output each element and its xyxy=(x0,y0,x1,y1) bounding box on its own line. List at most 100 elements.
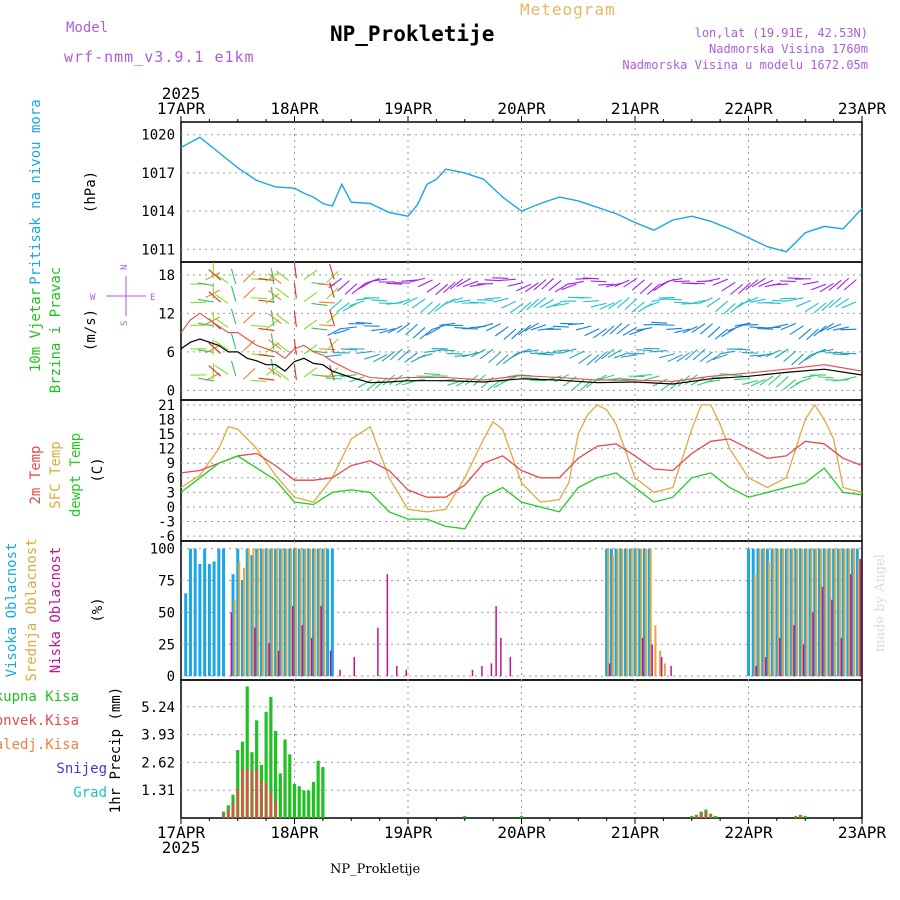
x-tick-top: 22APR xyxy=(724,99,773,118)
wind-barb xyxy=(462,351,479,358)
wind-barb xyxy=(311,302,328,306)
wind-barb xyxy=(387,325,403,334)
wind-barb xyxy=(486,323,501,332)
cloud-bar-1 xyxy=(295,548,297,677)
cloud-bar-1 xyxy=(616,548,619,677)
cloud-bar-1 xyxy=(640,548,643,677)
wind-barb xyxy=(813,302,827,314)
cloud-bar-0 xyxy=(605,548,609,677)
wind-barb xyxy=(293,310,297,327)
precip-bar-0 xyxy=(463,815,467,818)
wind-barb xyxy=(214,317,229,328)
cloud-bar-1 xyxy=(299,548,302,677)
wind-barb xyxy=(427,303,441,315)
precip-bar-1 xyxy=(274,801,277,818)
wind-barb xyxy=(661,380,676,391)
cloud-bar-1 xyxy=(242,567,245,677)
cloud-bar-0 xyxy=(245,548,249,677)
wind-barb xyxy=(214,273,229,284)
wind-barb xyxy=(268,289,282,301)
cloud-bar-2 xyxy=(670,665,672,677)
wind-barb xyxy=(469,301,486,304)
precip-legend-4: Grad xyxy=(73,785,107,801)
wind-barb xyxy=(783,350,797,362)
wind-barb xyxy=(712,278,728,286)
cloud-bar-1 xyxy=(233,599,236,677)
wind-barb xyxy=(270,287,275,304)
wind-speed-line xyxy=(180,338,863,385)
wind-barb xyxy=(646,283,660,295)
cloud-bar-0 xyxy=(330,548,334,677)
cloud-bar-1 xyxy=(313,548,316,677)
precip-ytick: 5.24 xyxy=(141,700,175,716)
wind-barb xyxy=(275,313,290,325)
wind-barb xyxy=(250,379,267,382)
wind-barb xyxy=(609,322,623,335)
cloud-bar-0 xyxy=(269,548,273,677)
temp-ytick: 12 xyxy=(158,442,175,458)
wind-barb xyxy=(764,302,781,304)
wind-barb xyxy=(583,277,600,280)
pressure-ytick: 1011 xyxy=(141,242,175,258)
cloud-bar-1 xyxy=(796,548,799,677)
wind-barb xyxy=(749,354,766,357)
cloud-bar-0 xyxy=(212,561,216,677)
wind-barb xyxy=(258,377,275,381)
wind-barb xyxy=(714,328,729,340)
wind-barb xyxy=(371,278,388,282)
cloud-bar-2 xyxy=(301,625,303,677)
footer-station: NP_Prokletije xyxy=(330,862,421,877)
wind-barb xyxy=(275,270,290,281)
wind-barb xyxy=(409,277,426,283)
lonlat-label: lon,lat (19.91E, 42.53N) xyxy=(694,26,868,40)
wind-barb xyxy=(688,282,706,285)
precip-legend-3: Snijeg xyxy=(56,761,107,777)
wind-barb xyxy=(250,325,267,328)
wind-barb xyxy=(841,301,857,309)
wind-barb xyxy=(742,297,759,304)
wind-barb xyxy=(622,326,638,336)
cloud-bar-0 xyxy=(775,548,779,677)
cloud-bar-0 xyxy=(822,548,826,677)
cloud-bar-0 xyxy=(278,548,282,677)
wind-barb xyxy=(487,379,502,391)
wind-barb xyxy=(471,348,486,358)
wind-barb xyxy=(835,298,850,308)
wind-barb xyxy=(598,283,615,286)
cloud-bar-1 xyxy=(782,548,785,677)
cloud-bar-1 xyxy=(247,548,250,677)
cloud-bar-2 xyxy=(755,665,757,677)
wind-barb xyxy=(488,351,502,364)
wind-barb xyxy=(707,326,721,338)
wind-barb xyxy=(293,338,297,355)
wind-barb xyxy=(336,280,350,292)
cloud-bar-2 xyxy=(500,637,502,677)
temp-ytick: -3 xyxy=(158,515,175,531)
cloud-bar-1 xyxy=(644,548,647,677)
cloud-bar-2 xyxy=(840,637,843,677)
wind-barb xyxy=(340,374,357,378)
wind-barb xyxy=(689,299,706,305)
precip-bar-0 xyxy=(288,754,292,818)
temp-unit: (C) xyxy=(90,457,106,482)
wind-barb xyxy=(734,377,751,381)
wind-barb xyxy=(734,348,751,351)
wind-barb xyxy=(439,322,456,326)
x-tick-bottom: 20APR xyxy=(497,823,546,842)
wind-barb xyxy=(552,325,569,328)
cloud-bar-2 xyxy=(821,586,824,677)
wind-barb xyxy=(715,300,729,312)
wind-barb xyxy=(659,353,675,359)
pressure-ytick: 1014 xyxy=(141,204,175,220)
wind-barb xyxy=(208,291,222,303)
precip-bar-1 xyxy=(709,814,712,818)
wind-barb xyxy=(371,328,388,332)
wind-barb xyxy=(243,339,256,352)
cloud-bar-0 xyxy=(307,548,311,677)
wind-barb xyxy=(840,328,857,331)
cloud-bar-0 xyxy=(274,548,278,677)
wind-barb xyxy=(533,297,547,308)
wind-barb xyxy=(730,283,744,295)
panel-precip xyxy=(180,679,863,819)
wind-barb xyxy=(258,278,275,282)
